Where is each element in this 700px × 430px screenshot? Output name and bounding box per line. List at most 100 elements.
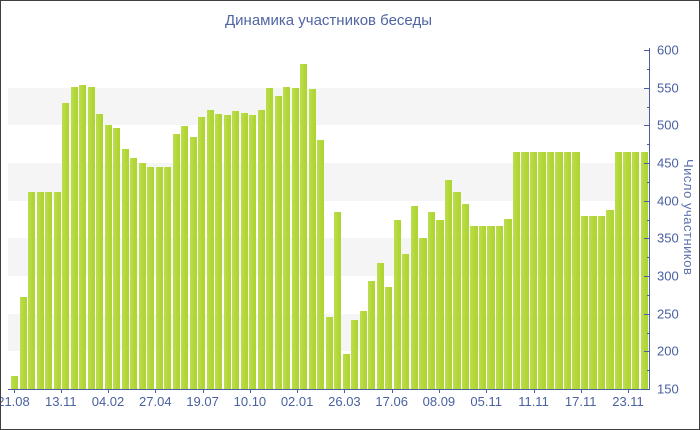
bar (495, 226, 504, 389)
x-tick-label: 23.11 (612, 394, 644, 409)
bar (11, 376, 19, 389)
x-tick (391, 389, 393, 393)
x-tick-label: 17.11 (564, 394, 597, 409)
bar (291, 87, 299, 389)
bar (631, 151, 640, 389)
y-tick-label: 600 (657, 42, 679, 58)
bar (334, 212, 342, 389)
y-tick (644, 313, 650, 315)
y-tick-label: 200 (657, 343, 679, 359)
bar (198, 117, 206, 389)
y-tick (644, 238, 650, 240)
x-tick-label: 13.11 (45, 394, 77, 409)
bar (512, 151, 521, 389)
bar (470, 226, 478, 389)
y-minor-tick (647, 370, 650, 372)
y-minor-tick (647, 219, 650, 221)
x-tick-label: 04.02 (91, 394, 125, 409)
plot-area: 600 550 500 450 400 350 300 250 200 150 21.08 13.1… (1, 43, 679, 410)
bar (436, 220, 444, 389)
bar (342, 354, 350, 389)
y-tick (644, 163, 650, 164)
y-tick-label: 250 (657, 306, 679, 322)
bar (504, 218, 512, 389)
bar (104, 124, 112, 389)
bar (427, 212, 436, 389)
bar (113, 127, 121, 389)
x-tick-label: 27.04 (139, 394, 172, 409)
bar (223, 114, 231, 389)
x-tick-label: 11.11 (518, 394, 549, 409)
bar (572, 151, 580, 389)
bar (130, 157, 138, 389)
chart-title: Динамика участников беседы (225, 12, 432, 29)
bar (402, 254, 410, 389)
y-minor-tick (647, 332, 650, 334)
x-tick (60, 389, 62, 393)
bar (351, 319, 359, 389)
bar (376, 263, 384, 389)
y-tick (644, 50, 650, 51)
bar (181, 126, 189, 389)
y-tick (644, 125, 650, 127)
bar (70, 86, 78, 389)
y-axis-title: Число участников (681, 159, 696, 276)
x-tick-label: 10.10 (233, 394, 267, 409)
y-tick (644, 351, 650, 353)
x-tick (438, 389, 440, 393)
x-tick-label: 05.11 (470, 394, 502, 409)
bar (410, 205, 418, 389)
bar (28, 191, 36, 389)
x-tick-label: 08.09 (422, 394, 456, 409)
y-minor-tick (647, 181, 650, 183)
bar (19, 297, 27, 389)
bar (274, 96, 282, 389)
bar (623, 151, 631, 389)
bar (419, 238, 427, 389)
x-tick-label: 21.08 (0, 394, 30, 409)
x-tick (580, 389, 582, 393)
x-tick (108, 389, 109, 393)
y-tick (644, 389, 650, 390)
x-tick (533, 389, 535, 393)
bar (232, 111, 240, 389)
bar (580, 215, 589, 389)
x-axis-line (8, 389, 650, 390)
bar (640, 151, 648, 389)
y-tick (644, 87, 650, 89)
y-tick (644, 276, 650, 277)
bar (538, 151, 546, 389)
x-tick (628, 389, 629, 393)
bar (87, 86, 95, 389)
bar (487, 226, 495, 389)
bar (164, 166, 172, 389)
x-tick-label: 17.06 (375, 394, 408, 409)
y-tick-label: 300 (657, 268, 679, 284)
x-tick (297, 389, 299, 393)
bar (461, 203, 470, 389)
bar (614, 151, 623, 389)
bar (138, 163, 146, 389)
bar (317, 140, 325, 389)
bar (45, 191, 53, 389)
bar (266, 88, 274, 389)
bar (215, 114, 223, 389)
x-tick (155, 389, 157, 393)
x-tick-label: 02.01 (280, 394, 314, 409)
x-tick (344, 389, 346, 393)
x-tick-label: 26.03 (328, 394, 361, 409)
y-tick-label: 150 (657, 381, 679, 397)
bar (444, 180, 453, 389)
bar (189, 137, 197, 389)
x-tick (249, 389, 251, 393)
x-tick (202, 389, 204, 393)
bar (79, 84, 87, 389)
bar (385, 287, 393, 389)
y-tick-label: 550 (657, 80, 679, 96)
x-tick (486, 389, 488, 393)
x-tick (13, 389, 15, 393)
x-tick-label: 19.07 (186, 394, 219, 409)
bar (172, 133, 180, 389)
bar (147, 166, 155, 389)
